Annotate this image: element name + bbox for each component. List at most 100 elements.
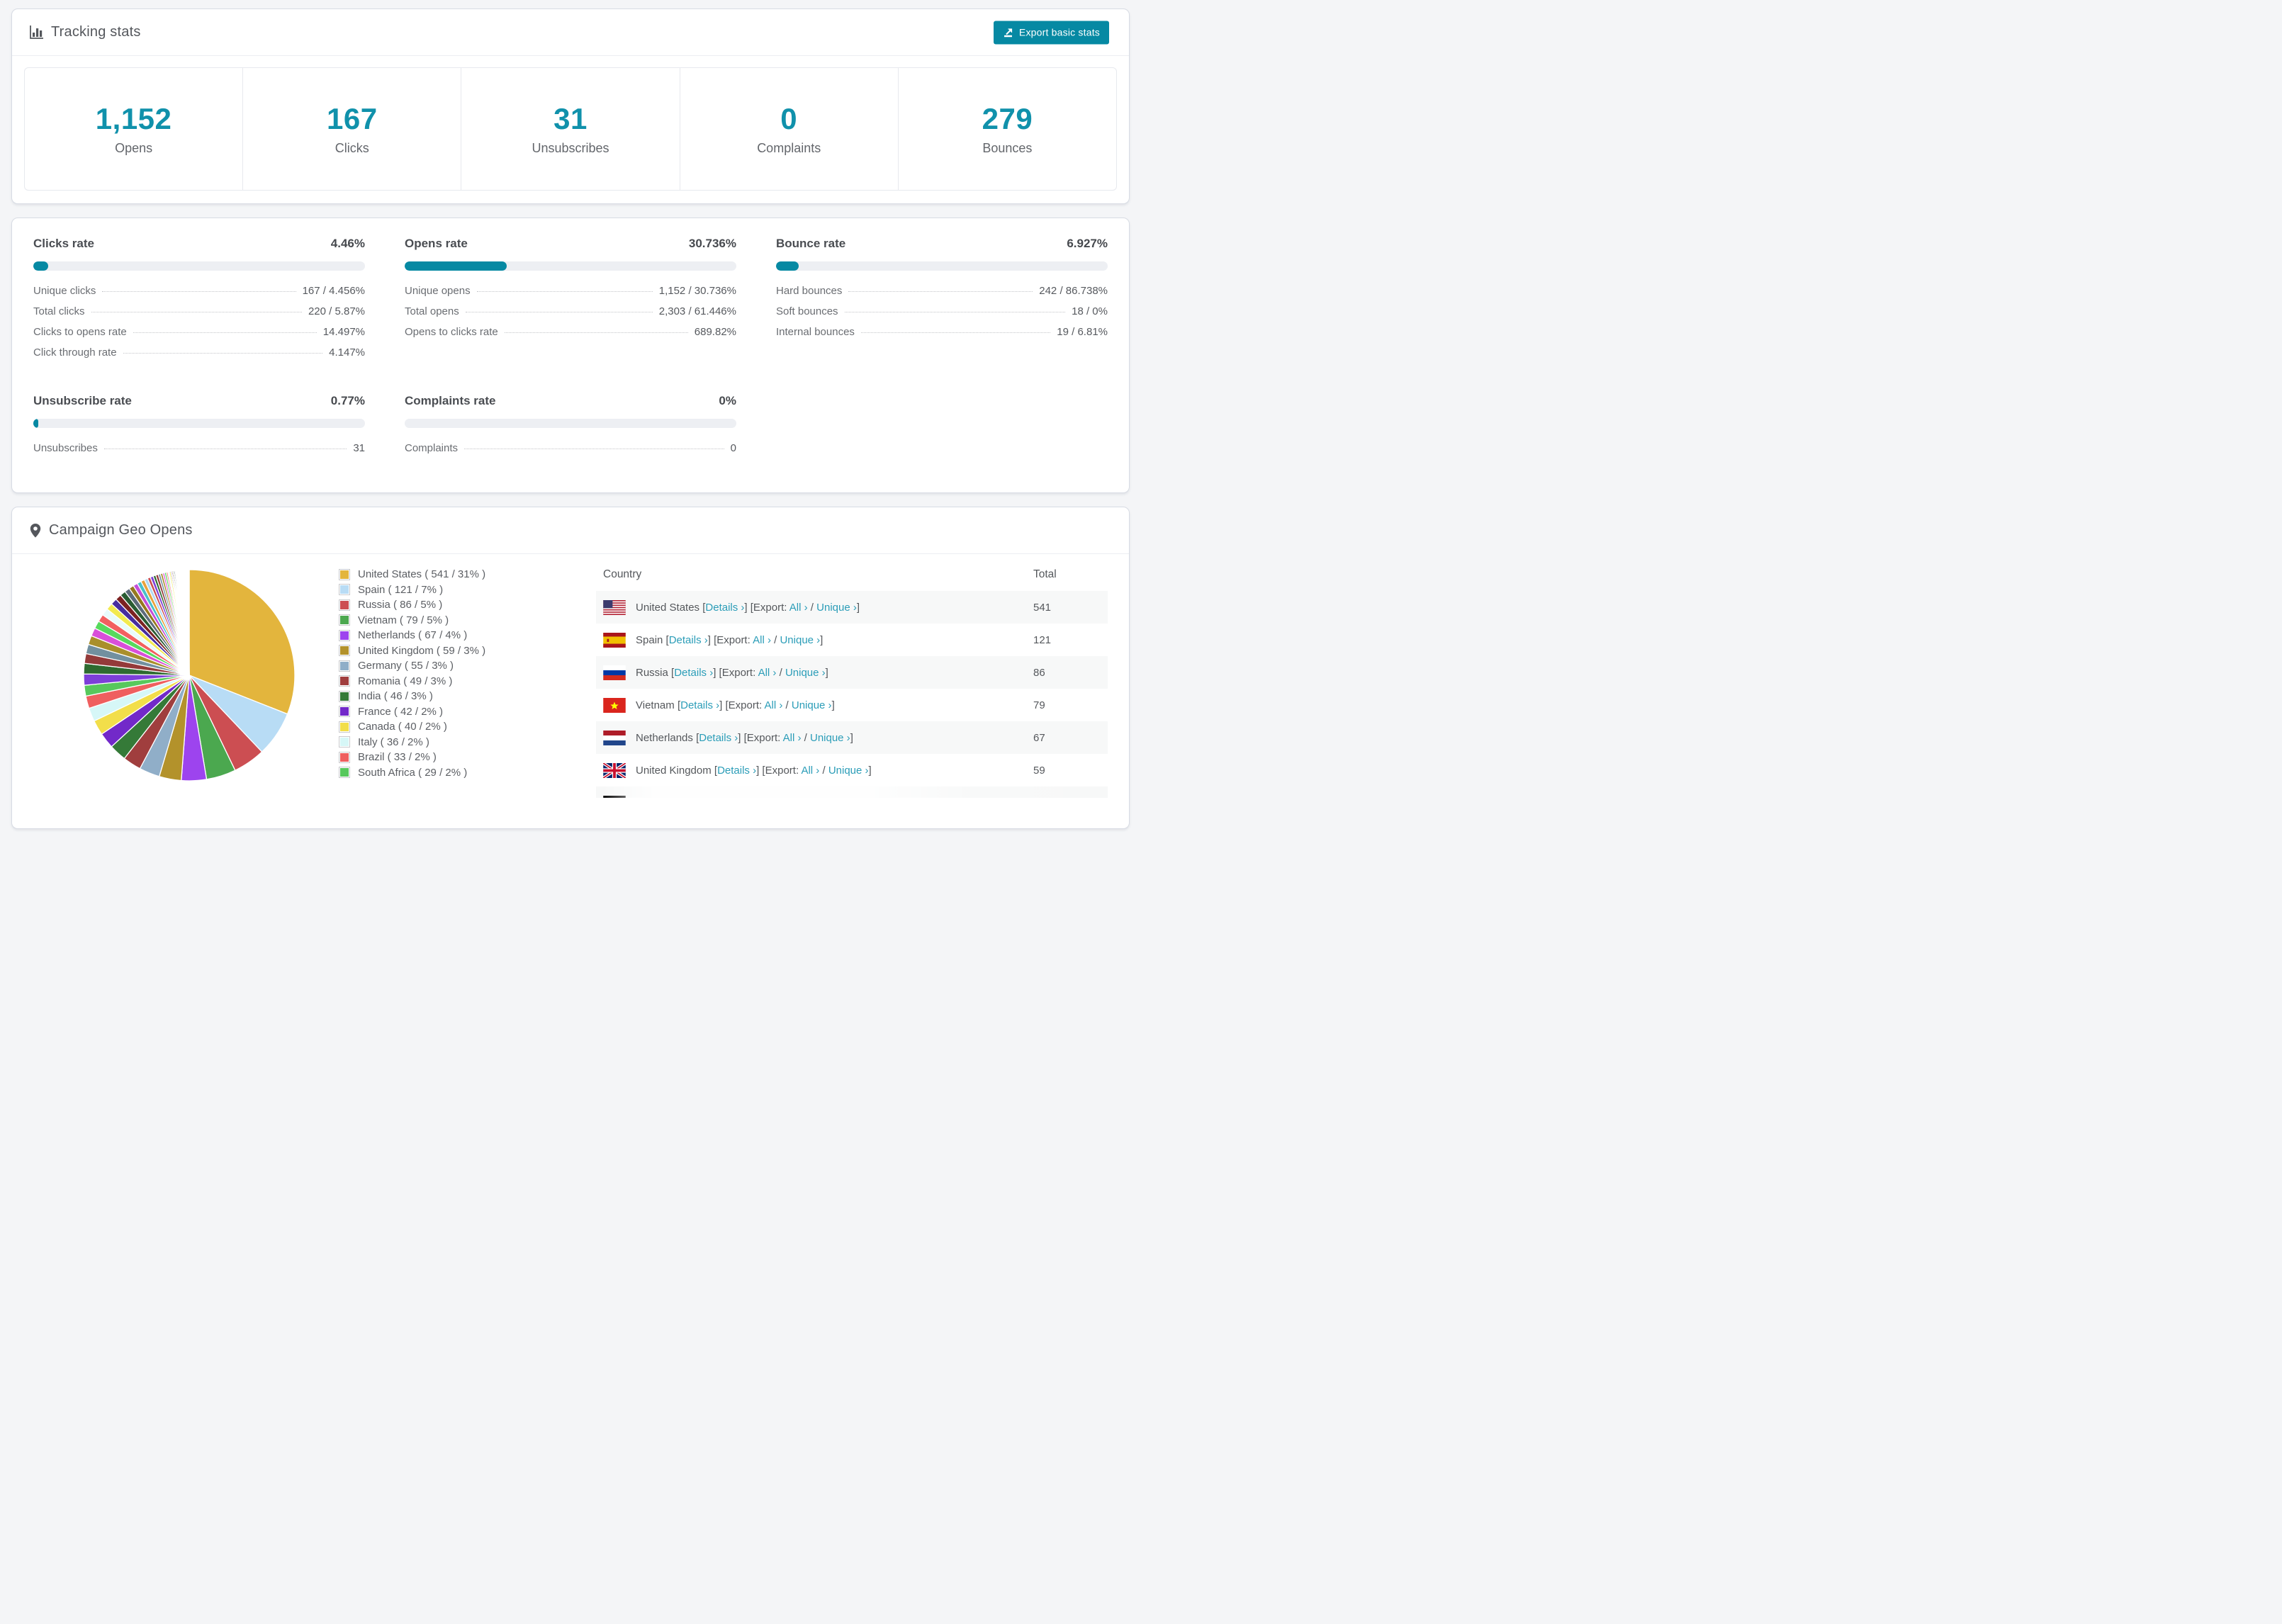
export-all-link[interactable]: All › (782, 731, 802, 744)
legend-item-united-states: United States ( 541 / 31% ) (339, 567, 576, 582)
export-unique-link[interactable]: Unique › (785, 666, 826, 679)
rate-title: Bounce rate (776, 237, 846, 250)
details-link[interactable]: Details › (699, 731, 738, 744)
export-all-link[interactable]: All › (753, 633, 771, 646)
rate-value: 0.77% (330, 394, 365, 407)
legend-label: Spain ( 121 / 7% ) (358, 583, 444, 596)
detail-label: Unsubscribes (33, 442, 98, 454)
total-cell: 59 (1033, 764, 1045, 777)
bracket: [ (671, 666, 675, 679)
details-link[interactable]: Details › (685, 797, 724, 799)
legend-swatch (339, 736, 350, 748)
flag-icon-ru (603, 665, 626, 680)
stat-value: 167 (327, 102, 378, 135)
rate-block-bounce: Bounce rate 6.927% Hard bounces 242 / 86.73… (776, 237, 1108, 367)
stat-value: 1,152 (95, 102, 172, 135)
tracking-stats-title: Tracking stats (51, 24, 141, 40)
rate-detail-rows: Complaints 0 (405, 442, 736, 463)
detail-label: Opens to clicks rate (405, 326, 498, 338)
rate-header: Opens rate 30.736% (405, 237, 736, 251)
legend-item-brazil: Brazil ( 33 / 2% ) (339, 750, 576, 765)
export-basic-stats-button[interactable]: Export basic stats (993, 21, 1109, 44)
geo-pie-chart (23, 558, 339, 798)
country-name: United Kingdom (636, 764, 714, 777)
detail-value: 242 / 86.738% (1039, 285, 1108, 297)
geo-opens-card: Campaign Geo Opens United States ( 541 /… (11, 507, 1130, 829)
export-all-link[interactable]: All › (758, 666, 777, 679)
progress-bar (33, 261, 365, 271)
legend-label: Brazil ( 33 / 2% ) (358, 751, 437, 764)
detail-label: Hard bounces (776, 285, 843, 297)
details-link[interactable]: Details › (705, 601, 745, 614)
rates-card: Clicks rate 4.46% Unique clicks 167 / 4.456… (11, 218, 1130, 493)
export-unique-link[interactable]: Unique › (816, 601, 857, 614)
export-unique-link[interactable]: Unique › (780, 633, 821, 646)
country-name: Germany (636, 797, 682, 799)
geo-table: Country Total United States [Details ›] [E… (596, 558, 1108, 798)
details-link[interactable]: Details › (717, 764, 757, 777)
details-link[interactable]: Details › (680, 699, 720, 711)
rate-block-complaints: Complaints rate 0% Complaints 0 (405, 394, 736, 463)
country-name: Vietnam (636, 699, 678, 711)
dotted-leader (848, 291, 1033, 292)
rate-detail-row-hard-bounces: Hard bounces 242 / 86.738% (776, 285, 1108, 305)
legend-swatch (339, 690, 350, 702)
details-link[interactable]: Details › (674, 666, 714, 679)
stat-value: 279 (982, 102, 1033, 135)
export-unique-link[interactable]: Unique › (828, 764, 869, 777)
detail-value: 167 / 4.456% (302, 285, 365, 297)
geo-table-row-russia: Russia [Details ›] [Export: All › / Uniq… (596, 656, 1108, 689)
legend-item-canada: Canada ( 40 / 2% ) (339, 719, 576, 735)
detail-value: 4.147% (329, 346, 365, 359)
detail-label: Complaints (405, 442, 459, 454)
export-all-link[interactable]: All › (789, 601, 808, 614)
legend-label: Vietnam ( 79 / 5% ) (358, 614, 449, 626)
country-cell: Vietnam [Details ›] [Export: All › / Uni… (636, 699, 1033, 711)
legend-item-france: France ( 42 / 2% ) (339, 704, 576, 720)
legend-swatch (339, 599, 350, 611)
export-all-link[interactable]: All › (801, 764, 820, 777)
detail-value: 31 (353, 442, 365, 454)
detail-value: 220 / 5.87% (308, 305, 365, 317)
bracket: ] [ (707, 633, 717, 646)
legend-item-vietnam: Vietnam ( 79 / 5% ) (339, 613, 576, 628)
rate-detail-row-unique-opens: Unique opens 1,152 / 30.736% (405, 285, 736, 305)
total-cell: 86 (1033, 666, 1045, 679)
bracket: ] [ (744, 601, 753, 614)
export-unique-link[interactable]: Unique › (797, 797, 837, 799)
export-unique-link[interactable]: Unique › (809, 731, 850, 744)
tracking-stats-header: Tracking stats Export basic stats (12, 9, 1129, 56)
progress-bar-fill (776, 261, 799, 271)
stat-clicks: 167 Clicks (243, 68, 462, 190)
stat-label: Bounces (982, 141, 1033, 155)
dotted-leader (476, 291, 653, 292)
detail-label: Unique clicks (33, 285, 96, 297)
export-unique-link[interactable]: Unique › (791, 699, 832, 711)
detail-label: Total clicks (33, 305, 85, 317)
export-all-link[interactable]: All › (764, 699, 783, 711)
legend-item-spain: Spain ( 121 / 7% ) (339, 582, 576, 598)
geo-opens-title: Campaign Geo Opens (49, 522, 193, 538)
progress-bar (33, 419, 365, 428)
legend-item-germany: Germany ( 55 / 3% ) (339, 658, 576, 674)
separator: / (807, 601, 817, 614)
country-name: Russia (636, 666, 672, 679)
details-link[interactable]: Details › (668, 633, 708, 646)
legend-label: Netherlands ( 67 / 4% ) (358, 629, 468, 642)
geo-legend: United States ( 541 / 31% ) Spain ( 121 /… (339, 558, 576, 798)
export-all-link[interactable]: All › (769, 797, 787, 799)
progress-bar-fill (33, 261, 48, 271)
legend-label: India ( 46 / 3% ) (358, 690, 433, 703)
rate-detail-row-opens-to-clicks-rate: Opens to clicks rate 689.82% (405, 326, 736, 346)
geo-bottom-padding (12, 798, 1129, 828)
total-cell: 67 (1033, 731, 1045, 744)
bracket: [ (665, 633, 669, 646)
flag-icon-de (603, 795, 626, 798)
rate-value: 6.927% (1067, 237, 1108, 250)
flag-icon-vn (603, 697, 626, 713)
column-header-total: Total (1033, 568, 1057, 580)
country-cell: Spain [Details ›] [Export: All › / Uniqu… (636, 634, 1033, 646)
legend-swatch (339, 767, 350, 779)
bracket: ] [ (756, 764, 765, 777)
legend-item-india: India ( 46 / 3% ) (339, 689, 576, 704)
